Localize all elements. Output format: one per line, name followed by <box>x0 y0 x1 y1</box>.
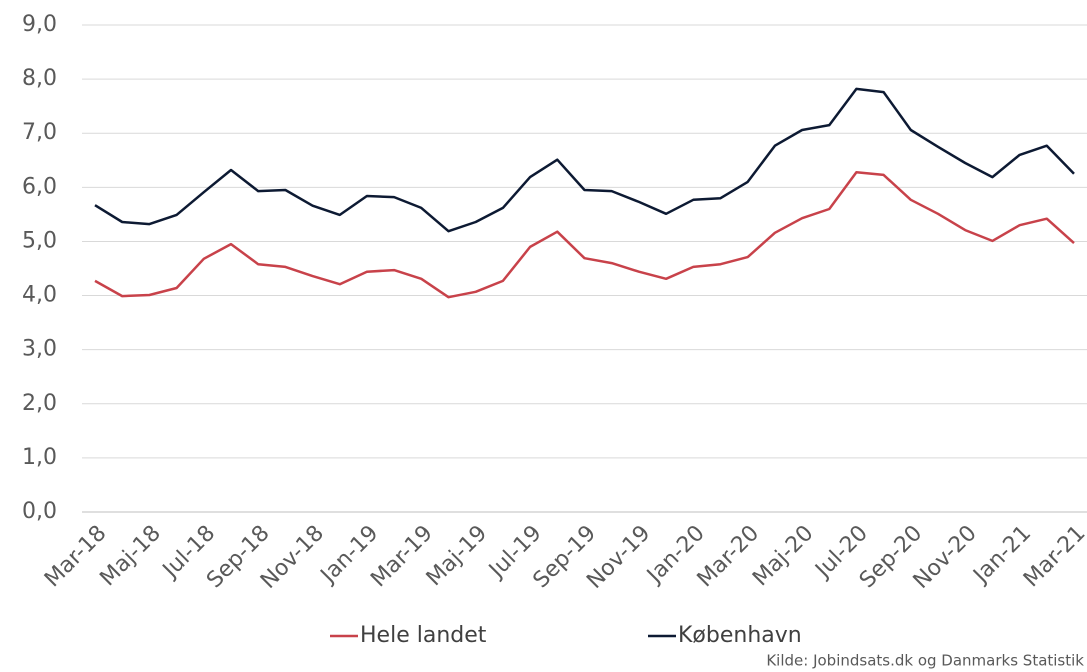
x-tick-label: Mar-21 <box>1019 521 1087 592</box>
y-tick-label: 6,0 <box>22 174 57 199</box>
y-tick-label: 3,0 <box>22 337 57 362</box>
source: Kilde: Jobindsats.dk og Danmarks Statist… <box>766 652 1084 670</box>
y-tick-label: 2,0 <box>22 391 57 416</box>
legend-label: Hele landet <box>360 623 487 648</box>
y-tick-label: 7,0 <box>22 120 57 145</box>
y-tick-label: 4,0 <box>22 283 57 308</box>
x-tick-label: Maj-20 <box>748 521 818 591</box>
x-tick-label: Mar-20 <box>693 521 764 592</box>
series-line <box>94 170 1075 299</box>
legend-label: København <box>678 623 802 648</box>
x-tick-label: Maj-19 <box>422 521 492 591</box>
x-tick-label: Mar-18 <box>40 521 111 592</box>
x-tick-label: Mar-19 <box>366 521 437 592</box>
y-tick-label: 9,0 <box>22 12 57 37</box>
y-tick-label: 5,0 <box>22 228 57 253</box>
y-tick-label: 0,0 <box>22 499 57 524</box>
y-tick-label: 1,0 <box>22 445 57 470</box>
x-tick-label: Maj-18 <box>96 521 166 591</box>
series-line <box>94 87 1075 233</box>
y-tick-label: 8,0 <box>22 66 57 91</box>
